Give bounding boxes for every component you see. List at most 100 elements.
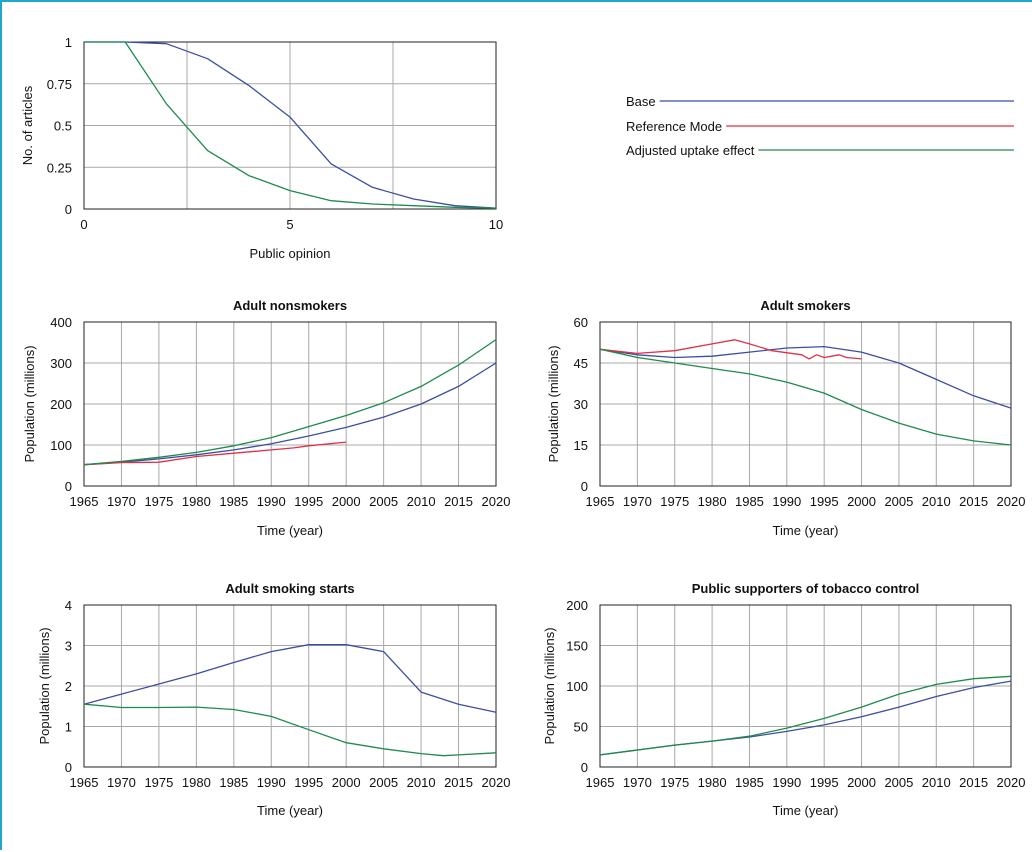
chart-supporters: 1965 1970 1975 1980 1985 1990 1995 2000 2005 2010…: [542, 581, 1025, 818]
x-tick-label: 2005: [369, 775, 398, 790]
y-tick-label: 0: [65, 479, 72, 494]
x-tick-label: 1980: [182, 494, 211, 509]
x-tick-label: 1970: [107, 494, 136, 509]
legend-item: Reference Mode: [626, 119, 1014, 134]
chart-nonsmokers: 1965 1970 1975 1980 1985 1990 1995 2000 2005 2010…: [22, 298, 510, 538]
y-tick-label: 0: [65, 760, 72, 775]
plot-area: [83, 321, 497, 487]
x-tick-label: 1965: [70, 775, 99, 790]
y-tick-label: 0: [581, 760, 588, 775]
x-tick-label: 2000: [332, 494, 361, 509]
y-axis-label: Population (millions): [542, 627, 557, 744]
series-line-base: [83, 644, 497, 713]
chart-title: Adult nonsmokers: [233, 298, 347, 313]
x-tick-label: 2005: [369, 494, 398, 509]
x-tick-label: 2015: [959, 494, 988, 509]
plot-area: [83, 41, 497, 210]
y-axis-label: No. of articles: [20, 85, 35, 165]
x-tick-label: 1980: [698, 775, 727, 790]
x-tick-label: 2015: [959, 775, 988, 790]
series-line-base: [84, 41, 497, 209]
y-tick-label: 60: [574, 315, 588, 330]
series-line-adjusted-uptake: [83, 339, 497, 466]
series-line-reference-mode: [599, 339, 862, 360]
chart-title: Public supporters of tobacco control: [692, 581, 920, 596]
plot-area: [599, 321, 1012, 487]
series-line-base: [599, 345, 1012, 409]
chart-smokers: 1965 1970 1975 1980 1985 1990 1995 2000 2005 2010…: [546, 298, 1025, 538]
x-tick-label: 1980: [698, 494, 727, 509]
x-tick-label: 1975: [144, 775, 173, 790]
x-tick-label: 1985: [735, 775, 764, 790]
x-tick-label: 5: [286, 217, 293, 232]
series-line-adjusted-uptake: [83, 703, 497, 757]
y-tick-label: 0: [581, 479, 588, 494]
series-line-base: [599, 680, 1012, 756]
x-tick-label: 1970: [623, 775, 652, 790]
y-tick-label: 300: [50, 356, 72, 371]
x-tick-label: 2015: [444, 494, 473, 509]
x-tick-label: 2005: [884, 775, 913, 790]
x-tick-label: 2020: [997, 494, 1026, 509]
x-tick-label: 1995: [810, 494, 839, 509]
y-tick-label: 400: [50, 315, 72, 330]
x-tick-label: 2020: [997, 775, 1026, 790]
y-tick-label: 15: [574, 438, 588, 453]
x-tick-label: 1970: [107, 775, 136, 790]
x-tick-label: 1980: [182, 775, 211, 790]
x-tick-label: 2000: [847, 494, 876, 509]
chart-starts: 1965 1970 1975 1980 1985 1990 1995 2000 2005 2010…: [37, 581, 510, 818]
x-tick-label: 1985: [735, 494, 764, 509]
y-tick-label: 2: [65, 679, 72, 694]
x-tick-label: 1995: [294, 494, 323, 509]
y-tick-label: 50: [574, 720, 588, 735]
y-tick-label: 4: [65, 598, 72, 613]
x-tick-label: 1985: [219, 775, 248, 790]
x-tick-label: 1995: [294, 775, 323, 790]
x-tick-label: 1985: [219, 494, 248, 509]
x-tick-label: 2010: [922, 494, 951, 509]
y-tick-label: 0.25: [47, 160, 72, 175]
x-tick-label: 1975: [660, 494, 689, 509]
x-tick-label: 1990: [257, 494, 286, 509]
x-tick-label: 1990: [772, 494, 801, 509]
chart-opinion: 0 5 10 0 0.25 0.5 0.75 1 Public opinion No. of ar…: [20, 35, 503, 261]
x-tick-label: 1990: [257, 775, 286, 790]
y-tick-label: 30: [574, 397, 588, 412]
y-tick-label: 150: [566, 639, 588, 654]
series-line-reference-mode: [83, 441, 347, 466]
x-axis-label: Time (year): [257, 803, 323, 818]
x-tick-label: 1970: [623, 494, 652, 509]
y-tick-label: 100: [50, 438, 72, 453]
x-tick-label: 1990: [772, 775, 801, 790]
y-tick-label: 200: [566, 598, 588, 613]
x-tick-label: 2000: [847, 775, 876, 790]
x-tick-label: 0: [80, 217, 87, 232]
y-axis-label: Population (millions): [546, 345, 561, 462]
legend-label: Adjusted uptake effect: [626, 143, 755, 158]
x-tick-label: 10: [489, 217, 503, 232]
y-tick-label: 100: [566, 679, 588, 694]
y-axis-label: Population (millions): [22, 345, 37, 462]
legend-label: Base: [626, 94, 656, 109]
x-tick-label: 2005: [884, 494, 913, 509]
series-line-adjusted-uptake: [599, 348, 1012, 446]
y-tick-label: 200: [50, 397, 72, 412]
x-tick-label: 1965: [586, 775, 615, 790]
x-tick-label: 2010: [407, 494, 436, 509]
x-tick-label: 2010: [407, 775, 436, 790]
chart-title: Adult smoking starts: [225, 581, 354, 596]
y-tick-label: 1: [65, 720, 72, 735]
series-line-adjusted-uptake: [84, 41, 497, 209]
x-tick-label: 1995: [810, 775, 839, 790]
series-line-base: [83, 362, 497, 466]
legend-label: Reference Mode: [626, 119, 722, 134]
legend-item: Base: [626, 94, 1014, 109]
x-tick-label: 2020: [482, 494, 511, 509]
series-line-adjusted-uptake: [599, 675, 1012, 756]
x-tick-label: 1975: [660, 775, 689, 790]
plot-area: [599, 604, 1012, 768]
y-tick-label: 1: [65, 35, 72, 50]
